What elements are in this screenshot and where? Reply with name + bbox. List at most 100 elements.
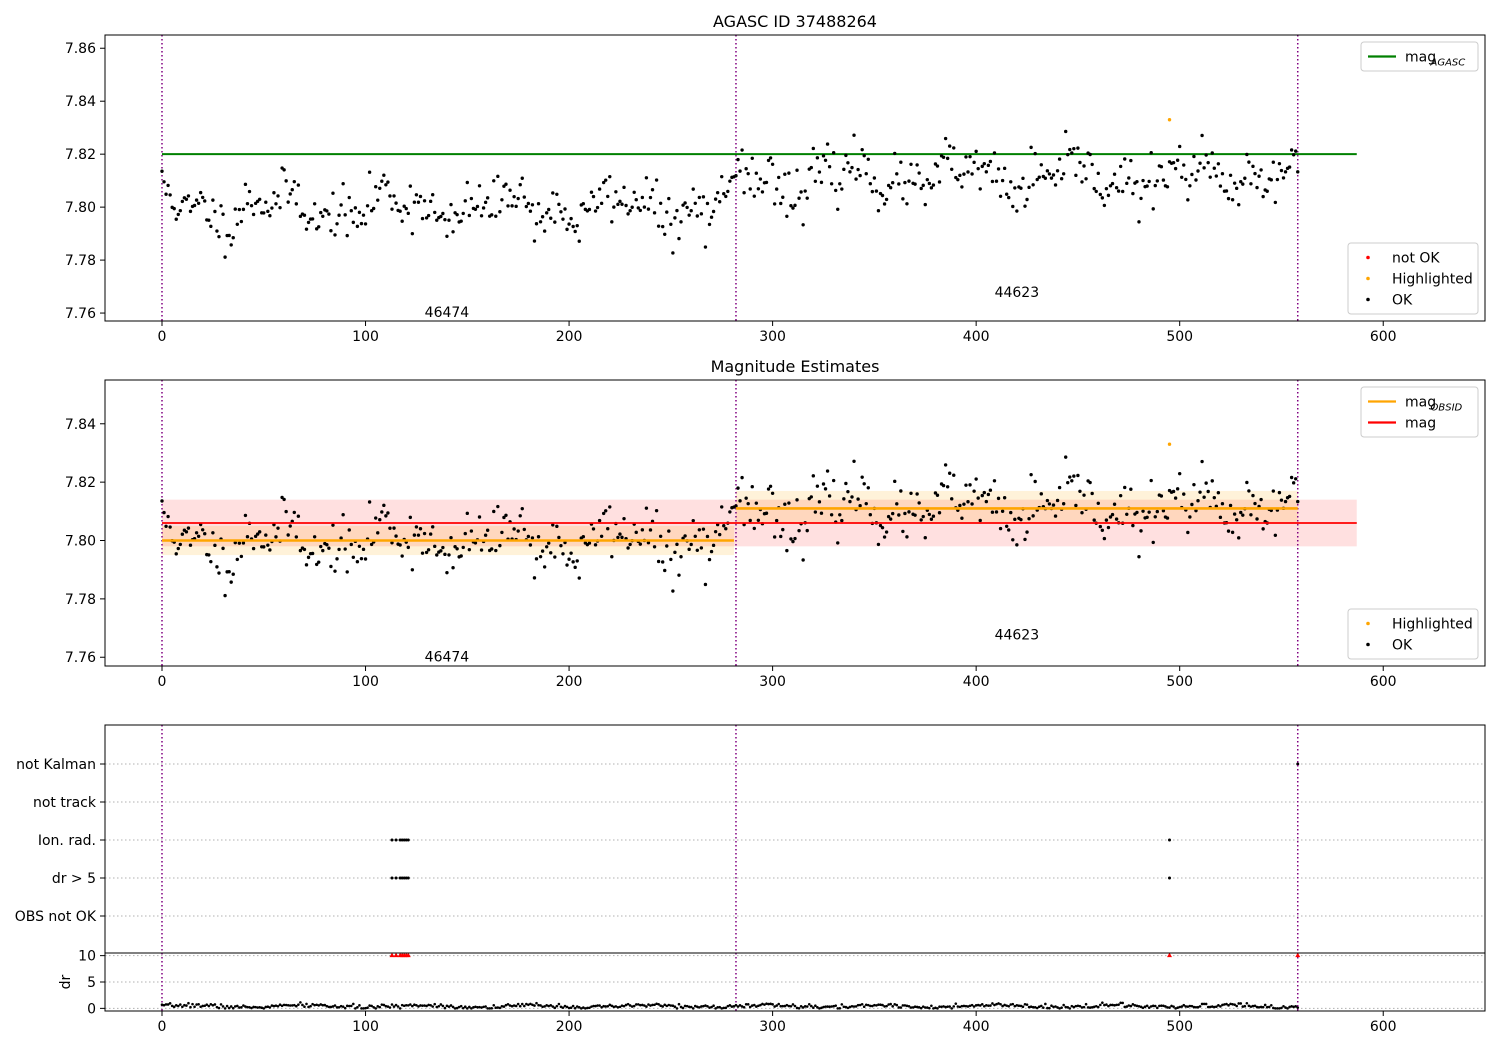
ok-point bbox=[563, 207, 567, 211]
dr-point bbox=[1282, 1004, 1285, 1008]
ok-point bbox=[658, 201, 663, 205]
ok-point bbox=[888, 186, 893, 190]
ok-point bbox=[1261, 194, 1265, 199]
dr-point bbox=[345, 1004, 349, 1008]
dr-point bbox=[1212, 1005, 1216, 1009]
ok-point bbox=[671, 589, 675, 593]
ok-point bbox=[227, 570, 231, 574]
y-tick-label: 7.84 bbox=[65, 94, 96, 110]
ok-point bbox=[506, 204, 510, 208]
ok-point bbox=[229, 243, 233, 247]
ok-point bbox=[705, 534, 710, 539]
ok-point bbox=[935, 164, 940, 168]
ok-point bbox=[736, 157, 740, 162]
dr-point bbox=[708, 1006, 711, 1009]
ok-point bbox=[665, 210, 669, 214]
ok-point bbox=[329, 564, 333, 569]
ok-point bbox=[699, 212, 704, 216]
dr-point bbox=[443, 1006, 447, 1010]
dr-point bbox=[944, 1005, 947, 1009]
dr-point bbox=[380, 1003, 384, 1006]
dr-point bbox=[252, 1005, 255, 1009]
ok-point bbox=[679, 220, 683, 224]
dr-point bbox=[1255, 1005, 1259, 1009]
dr-point bbox=[500, 1004, 504, 1008]
ok-point bbox=[945, 156, 950, 161]
dr-point bbox=[838, 1007, 842, 1010]
ok-point bbox=[919, 186, 923, 191]
dr-point bbox=[1162, 1004, 1165, 1008]
ok-point bbox=[756, 187, 761, 191]
ok-point bbox=[394, 534, 398, 538]
ok-point bbox=[601, 511, 606, 516]
ok-point bbox=[1015, 543, 1019, 547]
ok-point bbox=[964, 155, 968, 159]
ok-point bbox=[884, 530, 889, 534]
ok-point bbox=[1259, 497, 1263, 502]
dr-clipped-marker bbox=[405, 952, 411, 958]
ok-point bbox=[428, 532, 433, 536]
dr-point bbox=[1001, 1004, 1004, 1008]
ok-point bbox=[1175, 487, 1180, 491]
ok-point bbox=[1155, 509, 1160, 514]
ok-point bbox=[1171, 160, 1176, 165]
ok-point bbox=[414, 193, 419, 197]
ok-point bbox=[536, 535, 541, 539]
ok-point bbox=[1202, 495, 1206, 499]
dr-point bbox=[329, 1005, 333, 1009]
x-tick-label: 400 bbox=[963, 1019, 990, 1035]
dr-point bbox=[1080, 1006, 1084, 1009]
dr-point bbox=[722, 1006, 726, 1010]
ok-point bbox=[956, 177, 960, 182]
dr-point bbox=[1133, 1004, 1137, 1007]
ok-point bbox=[1237, 203, 1241, 207]
ok-point bbox=[219, 204, 223, 208]
ok-point bbox=[166, 514, 170, 519]
ok-point bbox=[1098, 192, 1103, 197]
ok-point bbox=[791, 539, 795, 544]
ok-point bbox=[1037, 175, 1041, 179]
dr-point bbox=[1027, 1005, 1031, 1009]
ok-point bbox=[689, 209, 693, 213]
ok-point bbox=[418, 527, 423, 531]
legend-entry-label: Highlighted bbox=[1392, 617, 1473, 633]
dr-point bbox=[561, 1006, 565, 1009]
ok-point bbox=[646, 207, 651, 211]
ok-point bbox=[500, 198, 504, 202]
dr-point bbox=[728, 1004, 732, 1007]
dr-point bbox=[712, 1004, 715, 1008]
ok-point bbox=[1078, 489, 1082, 493]
ok-point bbox=[382, 503, 386, 508]
ok-point bbox=[1253, 171, 1257, 176]
ok-point bbox=[217, 234, 221, 239]
ok-point bbox=[363, 557, 368, 561]
dr-point bbox=[982, 1004, 986, 1008]
dr-point bbox=[1039, 1004, 1043, 1008]
ok-point bbox=[665, 544, 669, 548]
ok-point bbox=[223, 593, 227, 598]
ok-point bbox=[1212, 166, 1216, 170]
dr-point bbox=[940, 1005, 943, 1009]
ok-point bbox=[815, 484, 820, 488]
legend-frame bbox=[1347, 608, 1479, 660]
dr-point bbox=[1143, 1005, 1147, 1008]
ok-point bbox=[1249, 513, 1253, 517]
ok-point bbox=[1007, 195, 1011, 200]
ok-point bbox=[416, 200, 421, 204]
legend-entry-label: OK bbox=[1392, 293, 1413, 309]
ok-point bbox=[1088, 152, 1092, 157]
ok-point bbox=[1190, 502, 1194, 507]
dr-point bbox=[364, 1006, 367, 1010]
ok-point bbox=[774, 187, 779, 191]
dr-point bbox=[449, 1004, 453, 1007]
dr-point bbox=[1151, 1004, 1155, 1008]
x-tick-label: 100 bbox=[352, 329, 379, 345]
ok-point bbox=[768, 484, 773, 488]
ok-point bbox=[504, 182, 508, 186]
ok-point bbox=[410, 568, 415, 572]
ok-point bbox=[361, 547, 366, 552]
dr-point bbox=[331, 1005, 335, 1008]
ok-point bbox=[359, 221, 364, 226]
ok-point bbox=[1198, 490, 1202, 494]
ok-point bbox=[1251, 164, 1255, 169]
